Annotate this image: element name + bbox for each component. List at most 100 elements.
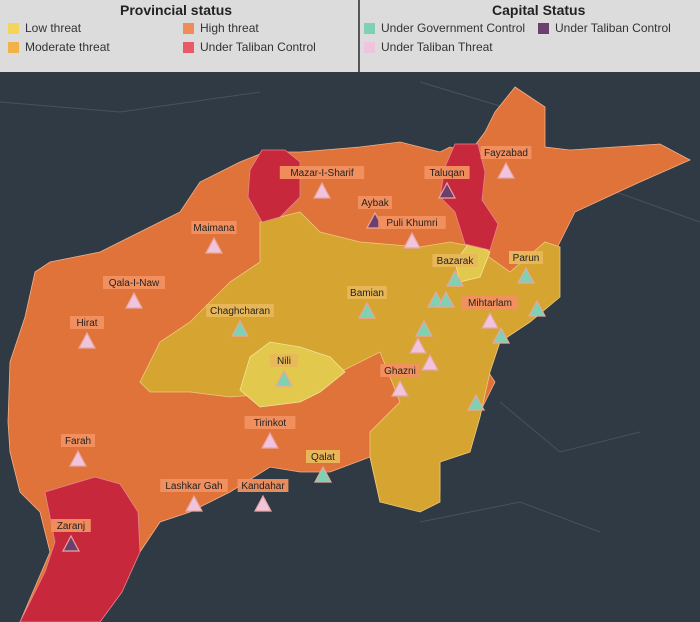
capital-triangle xyxy=(62,534,80,552)
capital-label-box xyxy=(51,519,91,532)
taliban-control-swatch xyxy=(183,41,194,53)
capital-label: Qala-I-Naw xyxy=(109,278,160,289)
legend-panel: Provincial status Capital Status Low thr… xyxy=(0,0,700,72)
capital-label-box xyxy=(244,416,296,429)
legend-item-capital-threat[interactable]: Under Taliban Threat xyxy=(364,40,493,54)
capital-triangle-unlabeled[interactable] xyxy=(409,336,427,354)
capital-triangle xyxy=(261,431,279,449)
capital-label: Maimana xyxy=(193,223,235,234)
region-taliban-southwest[interactable] xyxy=(19,476,141,622)
legend-item-high-threat[interactable]: High threat xyxy=(183,21,259,35)
capital-label-box xyxy=(70,316,104,329)
capital-label: Hirat xyxy=(76,318,97,329)
capital-triangle xyxy=(205,236,223,254)
capitals-layer: Fayzabad Mazar-I-Sharif Taluqan Aybak Pu… xyxy=(51,146,543,552)
capital-taliban-swatch xyxy=(538,22,549,34)
capital-marker[interactable]: Qalat xyxy=(306,450,340,483)
capital-label: Parun xyxy=(513,253,540,264)
capital-label-box xyxy=(103,276,165,289)
capital-triangle xyxy=(78,331,96,349)
region-moderate-threat[interactable] xyxy=(139,211,561,513)
capital-label: Bazarak xyxy=(437,256,475,267)
capital-label-box xyxy=(432,254,478,267)
capital-marker[interactable]: Zaranj xyxy=(51,519,91,552)
capital-marker[interactable]: Hirat xyxy=(70,316,104,349)
capital-label-box xyxy=(279,166,365,179)
capital-marker[interactable]: Fayzabad xyxy=(480,146,532,179)
capital-marker[interactable]: Qala-I-Naw xyxy=(103,276,165,309)
capital-label-box xyxy=(380,364,420,377)
capital-threat-swatch xyxy=(364,41,375,53)
capital-label: Farah xyxy=(65,436,91,447)
capital-label: Kandahar xyxy=(241,481,285,492)
country-borders xyxy=(0,81,700,533)
capital-label: Bamian xyxy=(350,288,384,299)
capital-label-box xyxy=(306,450,340,463)
legend-item-moderate-threat[interactable]: Moderate threat xyxy=(8,40,110,54)
legend-item-capital-government[interactable]: Under Government Control xyxy=(364,21,525,35)
capital-triangle-unlabeled[interactable] xyxy=(437,290,455,308)
capital-marker[interactable]: Mazar-I-Sharif xyxy=(279,166,365,199)
capital-label: Ghazni xyxy=(384,366,416,377)
capital-triangle-unlabeled[interactable] xyxy=(528,299,546,317)
capital-government-swatch xyxy=(364,22,375,34)
capital-label: Tirinkot xyxy=(254,418,287,429)
capital-marker[interactable]: Mihtarlam xyxy=(461,296,519,329)
capital-marker[interactable]: Chaghcharan xyxy=(206,304,274,337)
capital-triangle xyxy=(481,311,499,329)
capital-triangle xyxy=(231,319,249,337)
capital-marker[interactable]: Lashkar Gah xyxy=(160,479,228,512)
capital-marker[interactable]: Bazarak xyxy=(432,254,478,287)
capital-triangle xyxy=(446,269,464,287)
capital-marker[interactable]: Farah xyxy=(61,434,95,467)
provincial-status-title: Provincial status xyxy=(120,2,233,18)
capital-triangle-unlabeled[interactable] xyxy=(492,326,510,344)
capital-label: Qalat xyxy=(311,452,335,463)
capital-marker[interactable]: Bamian xyxy=(347,286,387,319)
capital-triangle xyxy=(358,301,376,319)
capital-label-box xyxy=(480,146,532,159)
capital-label: Zaranj xyxy=(57,521,85,532)
region-low-threat[interactable] xyxy=(239,341,346,408)
capital-marker[interactable]: Nili xyxy=(269,354,299,387)
capital-triangle-unlabeled[interactable] xyxy=(467,393,485,411)
capital-label-box xyxy=(237,479,289,492)
capital-marker[interactable]: Ghazni xyxy=(380,364,420,397)
capital-label: Chaghcharan xyxy=(210,306,270,317)
capital-label-box xyxy=(509,251,543,264)
capital-triangle xyxy=(185,494,203,512)
capital-marker[interactable]: Tirinkot xyxy=(244,416,296,449)
capital-label-box xyxy=(461,296,519,309)
capital-marker[interactable]: Kandahar xyxy=(237,479,289,512)
legend-item-taliban-control[interactable]: Under Taliban Control xyxy=(183,40,316,54)
capital-label: Nili xyxy=(277,356,291,367)
low-threat-swatch xyxy=(8,22,19,34)
capital-marker[interactable]: Parun xyxy=(509,251,543,284)
capital-triangle xyxy=(125,291,143,309)
capital-label: Mazar-I-Sharif xyxy=(290,168,354,179)
capital-label: Puli Khumri xyxy=(386,218,437,229)
capital-label: Mihtarlam xyxy=(468,298,512,309)
capital-label-box xyxy=(347,286,387,299)
capital-triangle xyxy=(403,231,421,249)
capital-label: Lashkar Gah xyxy=(165,481,222,492)
capital-triangle xyxy=(517,266,535,284)
capital-label-box xyxy=(269,354,299,367)
capital-marker[interactable]: Puli Khumri xyxy=(378,216,446,249)
legend-divider xyxy=(358,0,360,72)
capital-triangle xyxy=(275,369,293,387)
capital-label: Aybak xyxy=(361,198,390,209)
legend-item-capital-taliban[interactable]: Under Taliban Control xyxy=(538,21,671,35)
capital-triangle-unlabeled[interactable] xyxy=(415,319,433,337)
capital-marker[interactable]: Maimana xyxy=(191,221,237,254)
capital-triangle xyxy=(314,465,332,483)
capital-label-box xyxy=(61,434,95,447)
capital-label-box xyxy=(206,304,274,317)
capital-triangle-unlabeled[interactable] xyxy=(421,353,439,371)
legend-item-low-threat[interactable]: Low threat xyxy=(8,21,81,35)
capital-label-box xyxy=(424,166,470,179)
afghanistan-map[interactable]: Fayzabad Mazar-I-Sharif Taluqan Aybak Pu… xyxy=(0,72,700,622)
capital-triangle xyxy=(497,161,515,179)
capital-triangle xyxy=(254,494,272,512)
capital-marker[interactable]: Taluqan xyxy=(424,166,470,199)
